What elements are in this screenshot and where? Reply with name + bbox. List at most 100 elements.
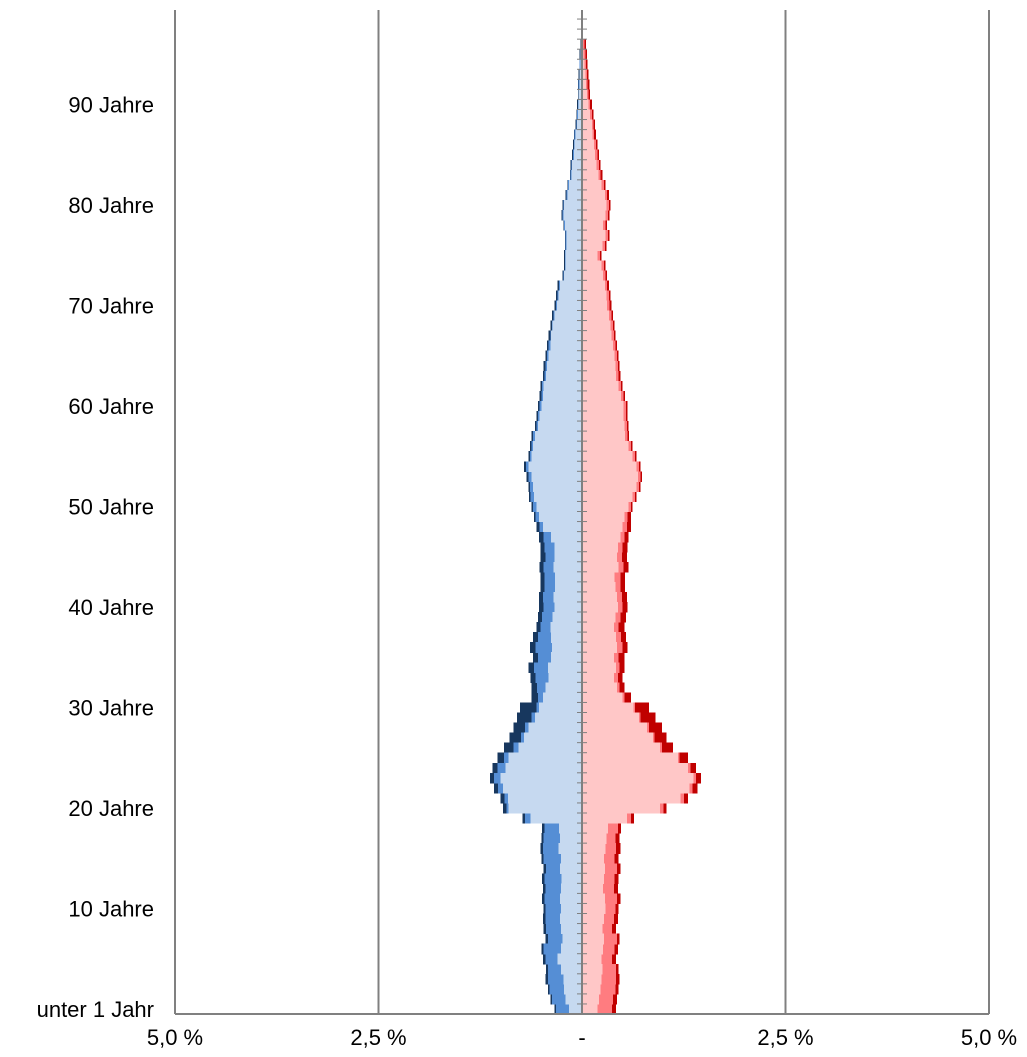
bar-female-base — [582, 451, 633, 462]
y-tick-label: 50 Jahre — [68, 494, 154, 519]
bar-female-base — [582, 280, 605, 291]
bar-male-base — [560, 943, 582, 955]
bar-male-base — [560, 923, 582, 935]
bar-male-base — [542, 692, 582, 704]
bar-female-base — [582, 712, 639, 724]
bar-female-base — [582, 310, 609, 322]
bar-male-base — [560, 883, 582, 894]
bar-male-base — [579, 79, 582, 90]
bar-male-base — [550, 340, 582, 352]
bar-female-base — [582, 250, 598, 261]
bar-male-base — [551, 632, 582, 643]
bar-female-base — [582, 973, 602, 985]
bar-female-base — [582, 79, 587, 90]
bar-female-base — [582, 260, 602, 271]
bar-male-base — [508, 752, 582, 764]
bar-female-base — [582, 933, 604, 945]
bar-male-base — [564, 220, 582, 231]
bar-male-base — [564, 983, 582, 995]
bar-male-base — [577, 109, 582, 121]
bar-male-base — [566, 230, 582, 241]
bar-female-base — [582, 913, 604, 925]
bar-male-base — [553, 591, 582, 603]
bar-female-mid — [582, 39, 585, 50]
bar-female-base — [582, 59, 585, 70]
bar-female-base — [582, 380, 619, 392]
bar-male-base — [528, 461, 582, 472]
bar-male-base — [579, 69, 582, 80]
y-tick-label: unter 1 Jahr — [37, 997, 154, 1022]
bar-female-base — [582, 240, 603, 251]
bar-female-base — [582, 923, 603, 935]
bar-male-base — [530, 813, 582, 824]
bar-male-mid — [555, 1003, 582, 1015]
bar-female-base — [582, 823, 609, 834]
bar-female-base — [582, 792, 681, 804]
bar-male-base — [533, 491, 582, 503]
bar-male-base — [538, 511, 582, 523]
bar-male-base — [551, 652, 582, 663]
bar-male-base — [543, 380, 582, 392]
bar-female-base — [582, 169, 599, 181]
bar-female-base — [582, 370, 617, 382]
bar-male-base — [566, 240, 582, 251]
bar-male-base — [552, 320, 582, 332]
bar-female-base — [582, 461, 637, 472]
bar-female-base — [582, 521, 623, 533]
x-tick-label: - — [578, 1025, 585, 1050]
bar-female-base — [582, 601, 618, 613]
bar-male-base — [574, 139, 582, 151]
bar-male-base — [577, 119, 582, 131]
bar-male-base — [505, 762, 582, 774]
y-tick-label: 40 Jahre — [68, 595, 154, 620]
bar-female-base — [582, 159, 597, 171]
bar-male-base — [578, 89, 582, 101]
bar-female-base — [582, 491, 633, 503]
bar-male-base — [557, 953, 582, 965]
y-axis-labels: unter 1 Jahr 10 Jahre 20 Jahre 30 Jahre 40 J… — [37, 92, 154, 1022]
bar-male-base — [554, 551, 582, 563]
bar-male-base — [561, 873, 582, 884]
bar-female-base — [582, 360, 616, 372]
bar-female-base — [582, 993, 600, 1005]
bar-female-base — [582, 581, 616, 593]
bar-male-base — [559, 823, 582, 834]
x-tick-label: 5,0 % — [147, 1025, 203, 1050]
bar-female-base — [582, 833, 607, 844]
bar-male-base — [548, 350, 582, 362]
bar-female-base — [582, 692, 623, 704]
bar-female-base — [582, 953, 602, 965]
bar-female-base — [582, 441, 629, 452]
y-tick-label: 30 Jahre — [68, 695, 154, 720]
bar-female-base — [582, 129, 593, 141]
y-tick-label: 70 Jahre — [68, 293, 154, 318]
bar-female-base — [582, 561, 619, 573]
bar-female-base — [582, 742, 661, 754]
bar-female-base — [582, 189, 605, 201]
bar-male-base — [575, 129, 582, 141]
bar-female-base — [582, 119, 592, 131]
bar-male-base — [556, 300, 582, 312]
bar-male-base — [551, 642, 582, 653]
bar-female-base — [582, 843, 606, 854]
bar-female-base — [582, 722, 648, 734]
bar-female-base — [582, 863, 605, 874]
bar-female-base — [582, 883, 604, 894]
bar-male-base — [558, 843, 582, 854]
bar-male-base — [531, 471, 582, 482]
bar-male-base — [560, 280, 582, 291]
bar-female-base — [582, 411, 624, 422]
bar-male-base — [560, 863, 582, 874]
bar-female-base — [582, 652, 614, 663]
bar-male-base — [564, 199, 582, 211]
bar-male-base — [531, 451, 582, 462]
bar-male-base — [536, 501, 582, 513]
bar-male-base — [564, 270, 582, 281]
bar-female-base — [582, 762, 688, 774]
bar-male-base — [518, 742, 582, 754]
bar-female-base — [582, 813, 627, 824]
bar-male-base — [528, 722, 582, 734]
bar-female-base — [582, 752, 679, 764]
bar-male-base — [539, 411, 582, 422]
bar-female-base — [582, 421, 625, 432]
